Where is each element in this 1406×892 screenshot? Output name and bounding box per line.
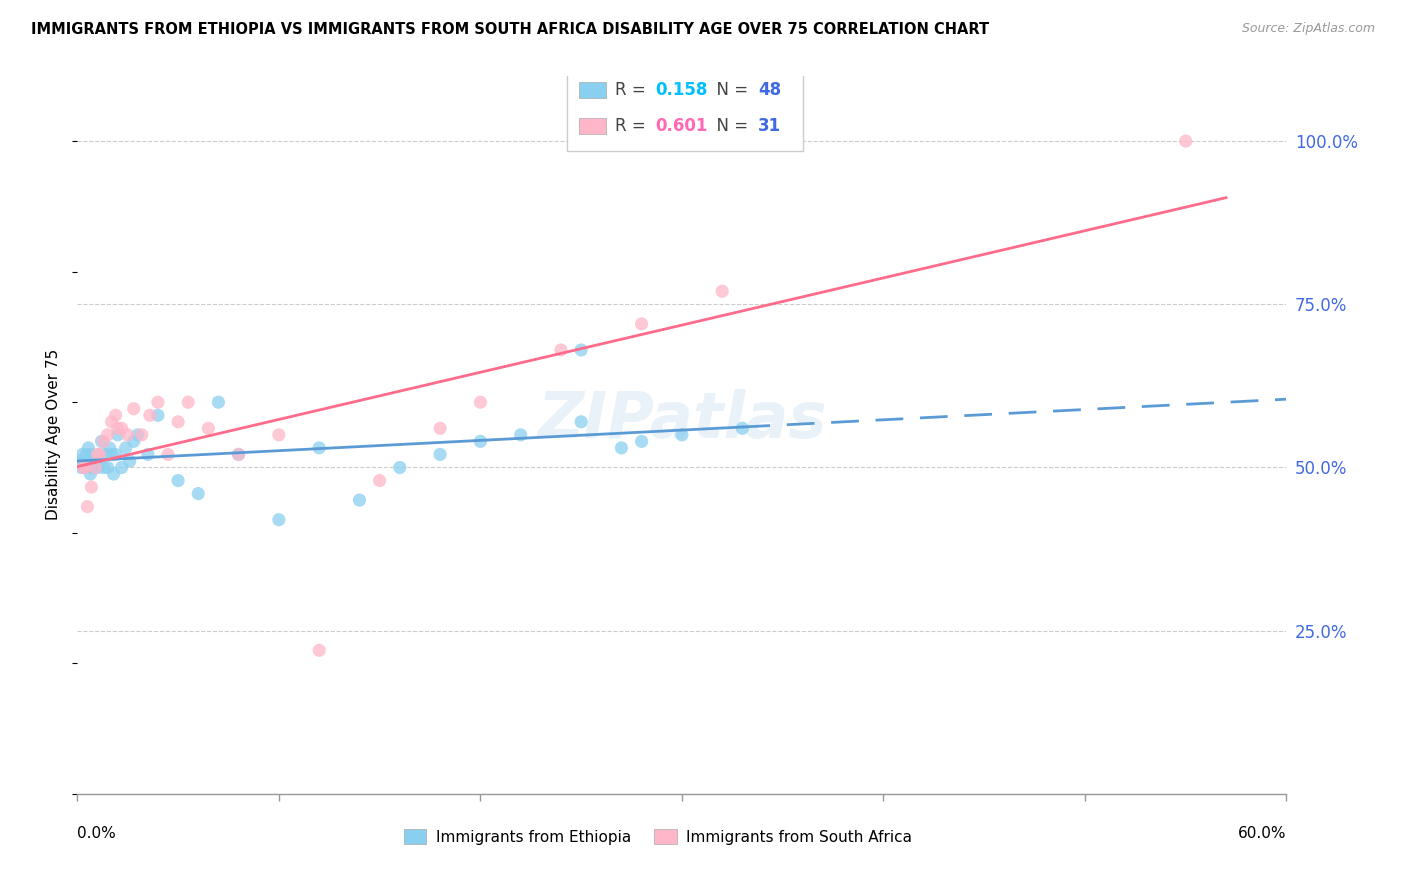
Point [429, 421, 451, 435]
Point [167, 415, 190, 429]
Text: 0.601: 0.601 [655, 117, 707, 135]
Point [103, 467, 125, 481]
Point [122, 401, 145, 416]
Text: 60.0%: 60.0% [1239, 826, 1286, 841]
Point [77, 441, 100, 455]
Point [207, 395, 229, 409]
Point [70, 460, 93, 475]
Point [107, 428, 129, 442]
Point [89, 447, 111, 461]
Point [90, 434, 112, 449]
Point [136, 447, 159, 461]
Point [94, 447, 117, 461]
Point [127, 428, 149, 442]
Point [308, 441, 330, 455]
Point [630, 317, 652, 331]
Point [187, 486, 209, 500]
Point [731, 421, 754, 435]
Point [76, 500, 98, 514]
Point [111, 421, 134, 435]
Point [228, 447, 250, 461]
Point [349, 493, 371, 508]
Point [146, 409, 169, 423]
Point [79, 460, 101, 475]
Point [75, 460, 97, 475]
Point [131, 428, 153, 442]
Point [69, 454, 91, 468]
Point [96, 428, 118, 442]
Text: N =: N = [706, 117, 754, 135]
Point [73, 454, 96, 468]
Point [470, 434, 492, 449]
Point [146, 395, 169, 409]
Y-axis label: Disability Age Over 75: Disability Age Over 75 [46, 350, 62, 520]
FancyBboxPatch shape [579, 82, 606, 98]
Text: IMMIGRANTS FROM ETHIOPIA VS IMMIGRANTS FROM SOUTH AFRICA DISABILITY AGE OVER 75 : IMMIGRANTS FROM ETHIOPIA VS IMMIGRANTS F… [31, 22, 988, 37]
Text: Source: ZipAtlas.com: Source: ZipAtlas.com [1241, 22, 1375, 36]
Point [84, 454, 107, 468]
Point [75, 447, 97, 461]
Point [93, 460, 115, 475]
Point [117, 428, 139, 442]
Point [84, 460, 107, 475]
Point [122, 434, 145, 449]
Text: R =: R = [616, 81, 651, 99]
Point [308, 643, 330, 657]
Point [98, 441, 121, 455]
Point [96, 460, 118, 475]
Text: 31: 31 [758, 117, 782, 135]
Point [118, 454, 141, 468]
Point [569, 343, 592, 357]
Point [114, 441, 136, 455]
Point [167, 474, 190, 488]
Point [104, 409, 127, 423]
Point [100, 415, 122, 429]
Point [72, 460, 94, 475]
Point [267, 428, 290, 442]
Point [630, 434, 652, 449]
Point [76, 454, 98, 468]
Point [1174, 134, 1197, 148]
Point [100, 447, 122, 461]
Point [429, 447, 451, 461]
Point [80, 447, 103, 461]
Point [79, 467, 101, 481]
Point [177, 395, 200, 409]
Point [550, 343, 572, 357]
Point [111, 460, 134, 475]
Text: 0.158: 0.158 [655, 81, 707, 99]
Text: N =: N = [706, 81, 754, 99]
Point [80, 480, 103, 494]
Point [197, 421, 219, 435]
FancyBboxPatch shape [579, 118, 606, 134]
Text: R =: R = [616, 117, 651, 135]
Point [157, 447, 180, 461]
Point [139, 409, 162, 423]
Text: 0.0%: 0.0% [77, 826, 117, 841]
Text: 48: 48 [758, 81, 782, 99]
Point [509, 428, 531, 442]
Point [388, 460, 411, 475]
Point [671, 428, 693, 442]
Point [89, 447, 111, 461]
Point [569, 415, 592, 429]
Point [470, 395, 492, 409]
Point [72, 447, 94, 461]
Point [228, 447, 250, 461]
Point [86, 447, 108, 461]
Legend: Immigrants from Ethiopia, Immigrants from South Africa: Immigrants from Ethiopia, Immigrants fro… [398, 822, 918, 851]
Point [104, 447, 127, 461]
Point [711, 285, 734, 299]
FancyBboxPatch shape [567, 69, 803, 152]
Point [267, 513, 290, 527]
Point [107, 421, 129, 435]
Point [368, 474, 391, 488]
Point [82, 460, 104, 475]
Point [75, 460, 97, 475]
Point [72, 460, 94, 475]
Point [86, 460, 108, 475]
Text: ZIPatlas: ZIPatlas [537, 390, 827, 451]
Point [93, 434, 115, 449]
Point [610, 441, 633, 455]
